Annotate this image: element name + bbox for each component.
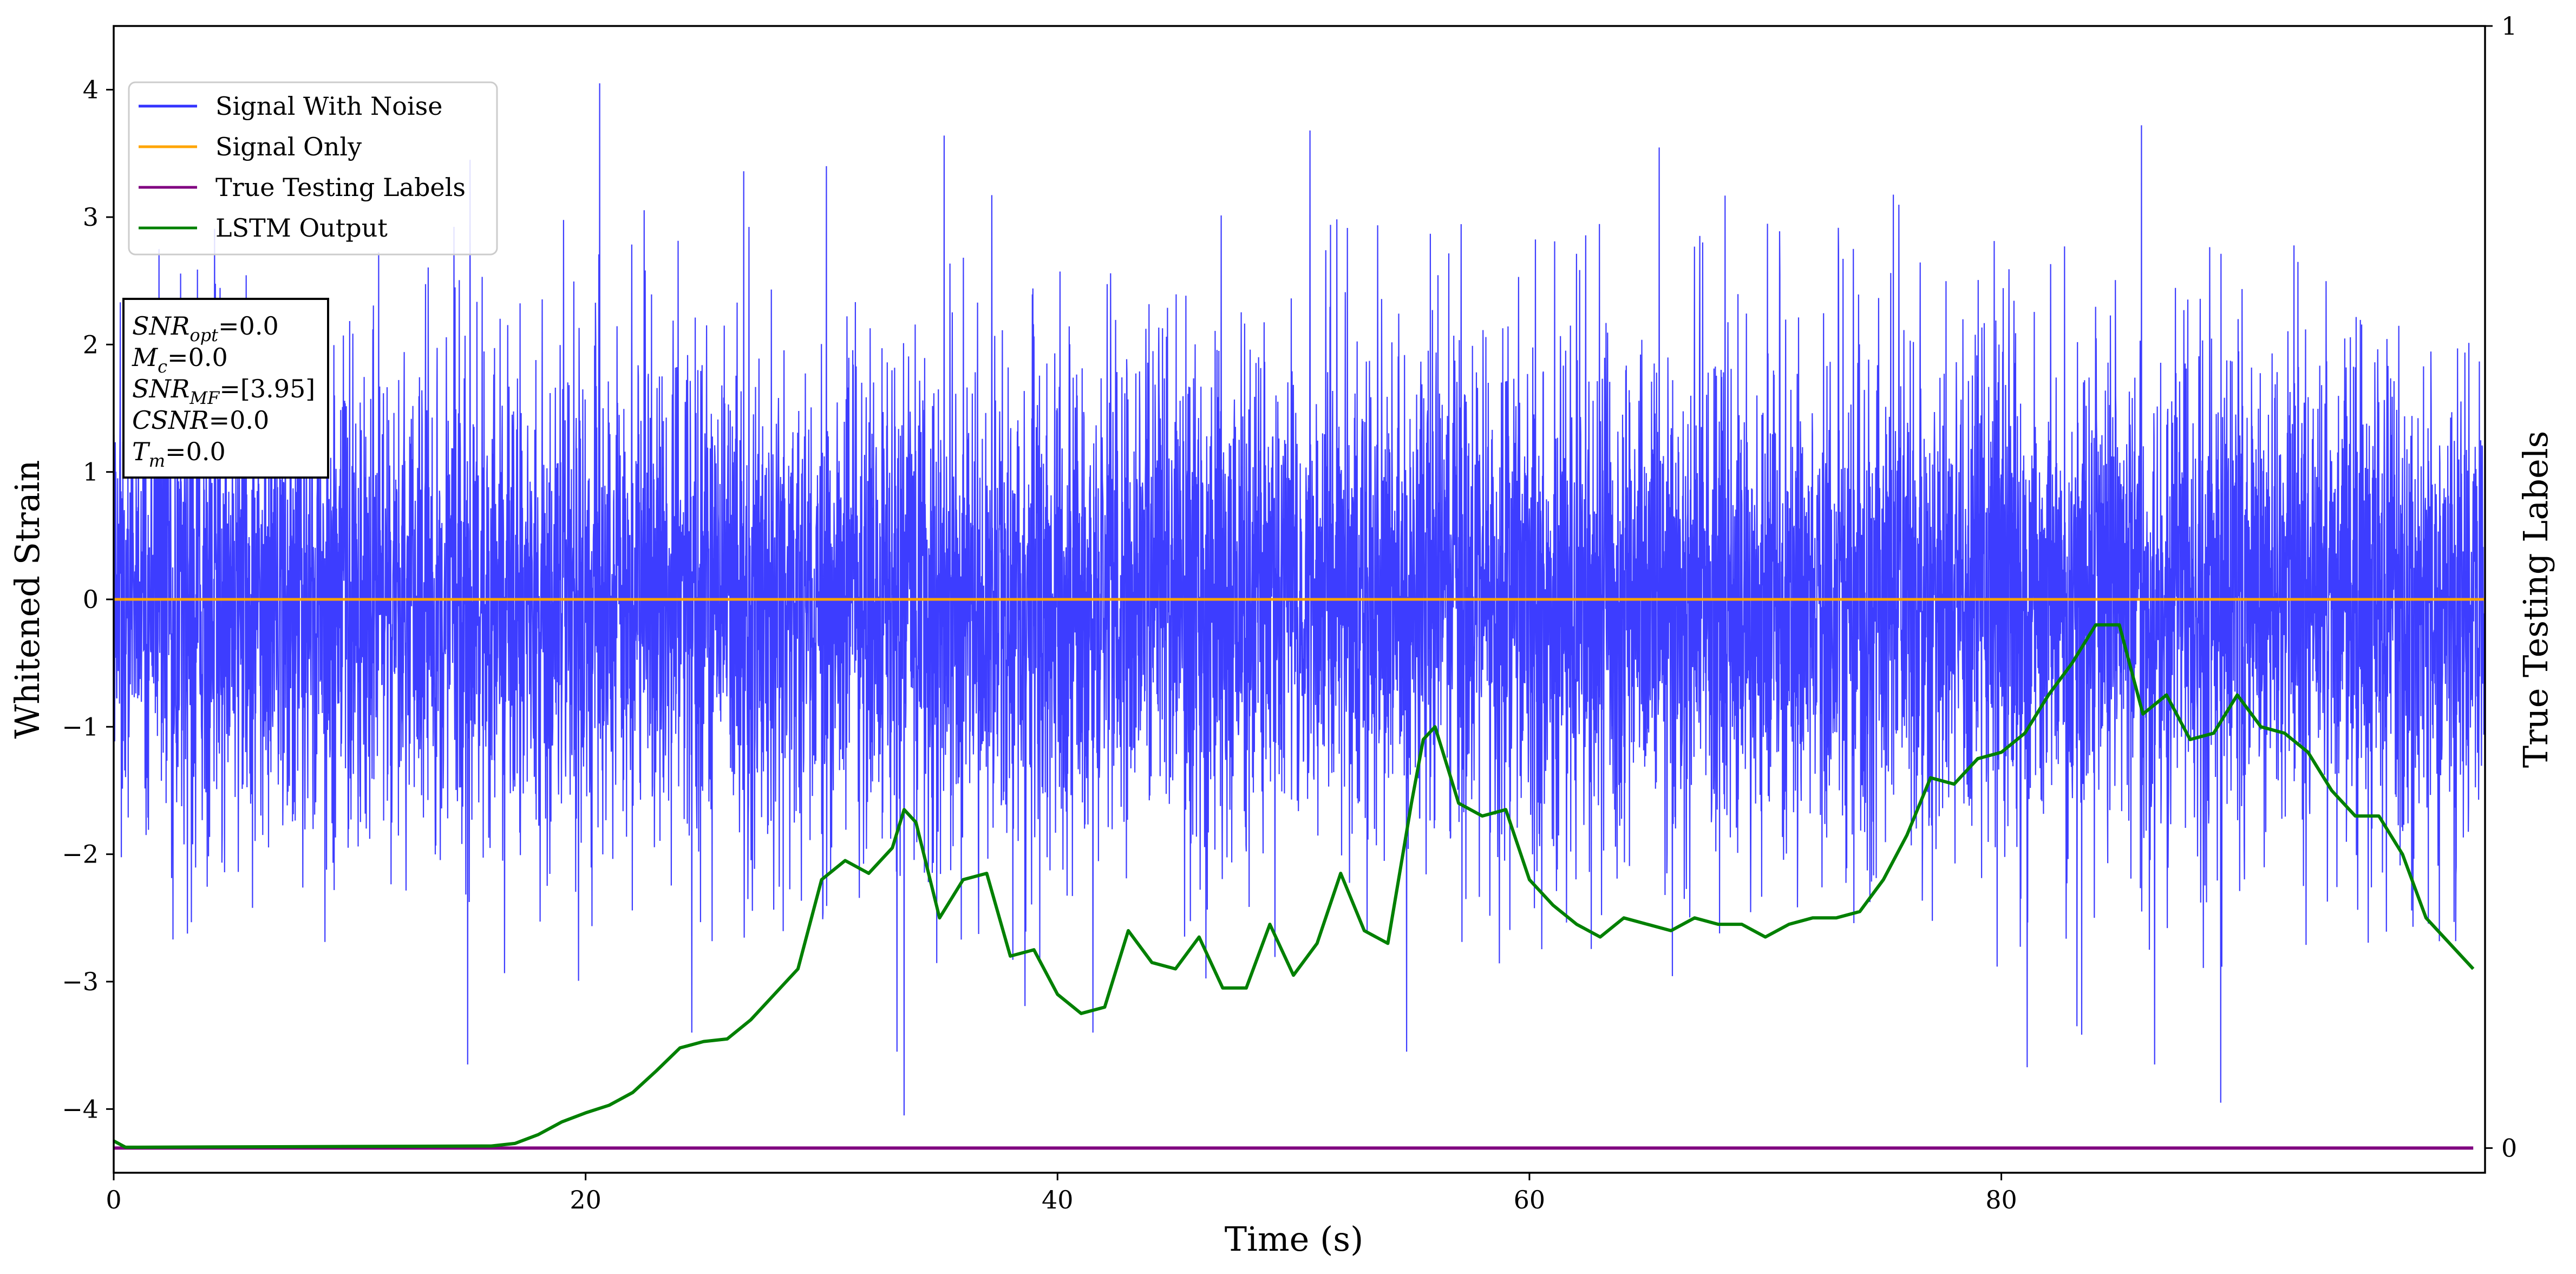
legend-label: LSTM Output xyxy=(215,213,388,243)
x-tick-label: 20 xyxy=(570,1185,601,1214)
lstm-output-line xyxy=(113,623,2475,1149)
annotation-line: SNRopt=0.0 xyxy=(132,311,279,345)
x-tick-label: 80 xyxy=(1985,1185,2017,1214)
legend-label: Signal With Noise xyxy=(215,92,442,121)
x-tick-label: 60 xyxy=(1514,1185,1546,1214)
legend-label: Signal Only xyxy=(215,132,362,161)
right-y-tick-label: 0 xyxy=(2501,1133,2517,1162)
y-tick-label: −4 xyxy=(62,1094,99,1123)
y-tick-label: 2 xyxy=(83,330,99,359)
legend-label: True Testing Labels xyxy=(215,173,466,202)
right-y-tick-label: 1 xyxy=(2501,11,2517,41)
x-tick-label: 0 xyxy=(106,1185,121,1214)
x-tick-label: 40 xyxy=(1042,1185,1074,1214)
right-y-axis-label: True Testing Labels xyxy=(2516,431,2555,768)
annotation-line: Tm=0.0 xyxy=(132,437,226,471)
annotation-line: Mc=0.0 xyxy=(132,343,228,377)
annotation-line: CSNR=0.0 xyxy=(132,406,269,435)
legend-box xyxy=(128,81,498,256)
x-axis-label: Time (s) xyxy=(1225,1219,1364,1259)
legend: Signal With Noise Signal Only True Testing… xyxy=(128,81,498,256)
y-axis-label: Whitened Strain xyxy=(8,460,47,739)
signal-with-noise-series xyxy=(113,83,2485,1116)
y-tick-label: −1 xyxy=(62,712,99,741)
y-tick-label: −2 xyxy=(62,840,99,869)
y-tick-label: 1 xyxy=(83,458,99,487)
series-layer xyxy=(113,598,2485,1150)
parameter-annotation-box: SNRopt=0.0Mc=0.0SNRMF=[3.95]CSNR=0.0Tm=0… xyxy=(122,298,329,479)
annotation-lines: SNRopt=0.0Mc=0.0SNRMF=[3.95]CSNR=0.0Tm=0… xyxy=(132,311,315,471)
annotation-box-frame xyxy=(122,298,329,479)
y-tick-label: 3 xyxy=(83,202,99,232)
y-tick-label: −3 xyxy=(62,967,99,996)
y-tick-label: 4 xyxy=(83,75,99,104)
y-tick-label: 0 xyxy=(83,585,99,614)
annotation-line: SNRMF=[3.95] xyxy=(132,374,315,408)
legend-items: Signal With Noise Signal Only True Testing… xyxy=(139,92,466,243)
noise-line xyxy=(113,83,2485,1116)
